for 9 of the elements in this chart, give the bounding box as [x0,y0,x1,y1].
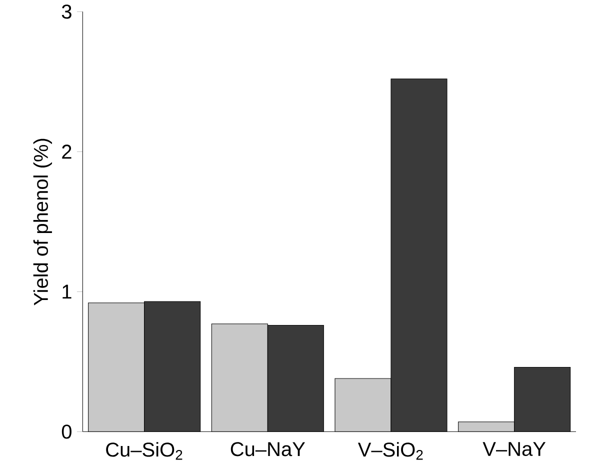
x-tick-label: Cu–SiO$_{2}$ [106,442,182,460]
y-tick-label: 2 [62,144,72,159]
x-tick-label: Cu–NaY [230,442,306,456]
y-tick-label: 0 [62,424,72,439]
y-tick-label: 1 [62,284,72,299]
x-tick-label: V–NaY [482,442,546,456]
y-axis-title: Yield of phenol (%) [33,138,52,306]
x-tick-label: V–SiO$_{2}$ [358,442,423,460]
y-tick-label: 3 [62,4,72,19]
